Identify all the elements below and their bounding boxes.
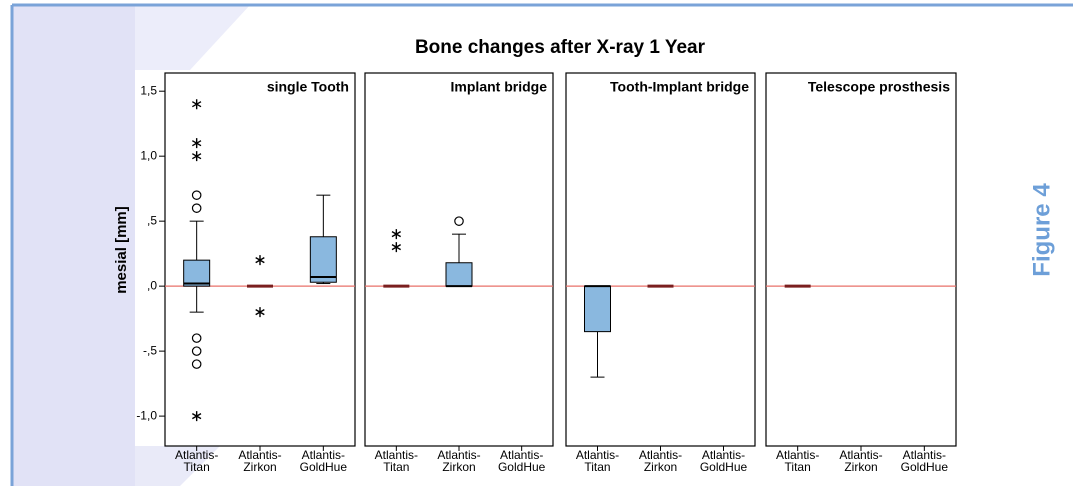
panel-title: Tooth-Implant bridge — [610, 79, 749, 95]
y-tick-label: 1,5 — [140, 83, 157, 97]
x-tick-label: Titan — [584, 460, 610, 474]
outlier-star — [391, 242, 402, 253]
outlier-star — [191, 411, 202, 422]
x-tick-label: GoldHue — [700, 460, 748, 474]
x-tick-label: Atlantis- — [639, 448, 682, 462]
x-tick-label: GoldHue — [498, 460, 546, 474]
x-tick-label: Atlantis- — [776, 448, 819, 462]
y-tick-label: 1,0 — [140, 148, 157, 162]
outlier-star — [391, 229, 402, 240]
x-tick-label: Atlantis- — [576, 448, 619, 462]
outlier-circle — [191, 359, 202, 369]
box — [445, 262, 473, 287]
figure-label: Figure 4 — [1028, 183, 1055, 277]
x-tick-label: Zirkon — [442, 460, 475, 474]
x-tick-label: Atlantis- — [903, 448, 946, 462]
outlier-circle — [191, 346, 202, 356]
outlier-star — [255, 255, 265, 266]
x-tick-label: Atlantis- — [302, 448, 345, 462]
outlier-circle — [191, 333, 202, 343]
outlier-star — [191, 99, 202, 110]
outlier-circle — [454, 216, 464, 226]
outlier-circle — [191, 190, 202, 200]
x-tick-label: Titan — [184, 460, 210, 474]
x-tick-label: Atlantis- — [702, 448, 745, 462]
x-tick-label: Zirkon — [644, 460, 677, 474]
x-tick-label: Atlantis- — [839, 448, 882, 462]
outlier-star — [191, 138, 202, 149]
x-tick-label: Atlantis- — [238, 448, 281, 462]
box — [309, 236, 337, 283]
x-tick-label: Atlantis- — [175, 448, 218, 462]
y-tick-label: -1,0 — [136, 408, 157, 422]
x-tick-label: Zirkon — [844, 460, 877, 474]
outlier-circle — [191, 203, 202, 213]
outlier-star — [191, 151, 202, 162]
x-tick-label: GoldHue — [901, 460, 949, 474]
x-tick-label: Atlantis- — [500, 448, 543, 462]
x-tick-label: Titan — [785, 460, 811, 474]
y-tick-label: ,0 — [147, 278, 157, 292]
chart-title: Bone changes after X-ray 1 Year — [415, 37, 706, 58]
box — [183, 259, 211, 287]
panel-frame — [765, 72, 957, 447]
panel-title: Implant bridge — [451, 79, 548, 95]
y-tick-label: -,5 — [143, 343, 157, 357]
x-tick-label: Titan — [383, 460, 409, 474]
panel-frame — [565, 72, 756, 447]
y-axis-label: mesial [mm] — [113, 206, 130, 294]
x-tick-label: Zirkon — [243, 460, 276, 474]
box — [584, 285, 611, 333]
panel-title: Telescope prosthesis — [808, 79, 950, 95]
x-tick-label: GoldHue — [300, 460, 348, 474]
x-tick-label: Atlantis- — [375, 448, 418, 462]
x-tick-label: Atlantis- — [437, 448, 480, 462]
panel-title: single Tooth — [267, 79, 349, 95]
background-decoration — [10, 3, 1073, 486]
outlier-star — [255, 307, 265, 318]
y-tick-label: ,5 — [147, 213, 157, 227]
